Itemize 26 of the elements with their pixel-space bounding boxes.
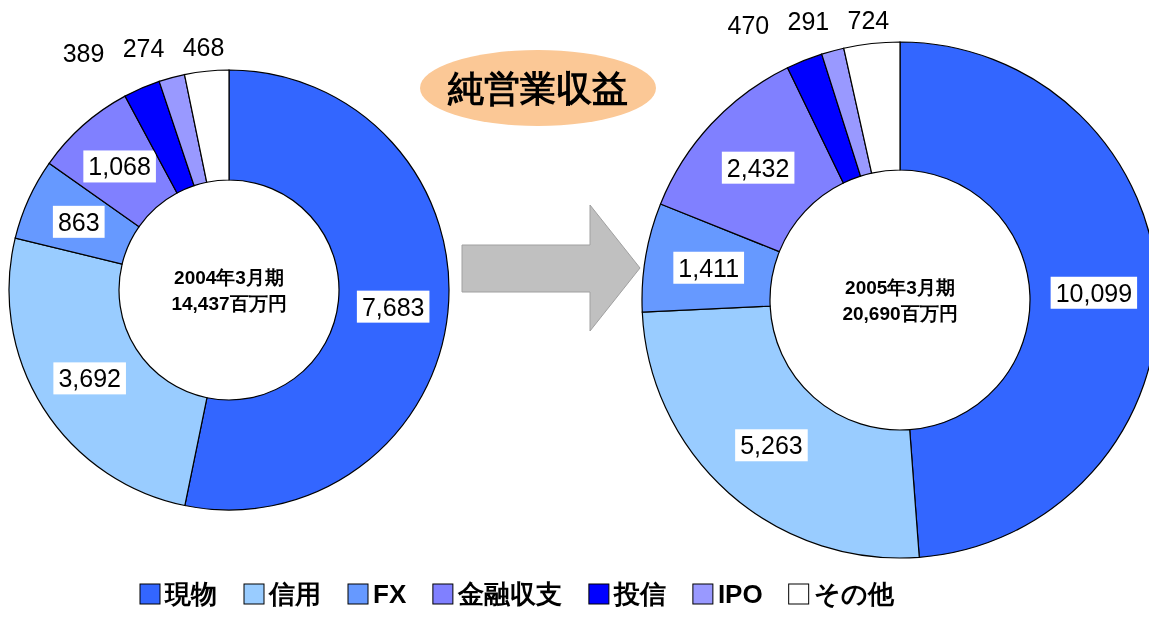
data-label: 7,683 [361,292,425,321]
legend-label: 信用 [268,579,321,609]
data-label: 2,432 [726,153,790,182]
data-label: 291 [787,7,830,36]
data-label: 274 [122,34,165,63]
legend-label: その他 [813,579,895,609]
data-label: 724 [847,5,890,34]
data-label: 10,099 [1055,278,1133,307]
data-label: 3,692 [58,364,121,393]
legend-label: 金融収支 [456,579,562,609]
legend-label: 投信 [612,579,666,609]
data-label: 1,411 [678,253,740,282]
text: 2004年3月期 [174,267,284,288]
data-label: 468 [182,33,225,62]
text: 純営業収益 [447,68,628,109]
data-label: 863 [57,207,100,236]
data-label: 1,068 [88,152,151,181]
legend-label: 現物 [164,579,217,609]
data-label: 389 [62,39,105,68]
text: 20,690百万円 [842,303,958,324]
legend-label: FX [373,579,407,609]
legend-label: IPO [717,579,763,609]
text: 2005年3月期 [845,277,955,298]
data-label: 470 [727,11,770,40]
data-label: 5,263 [740,431,803,460]
text: 14,437百万円 [171,293,287,314]
